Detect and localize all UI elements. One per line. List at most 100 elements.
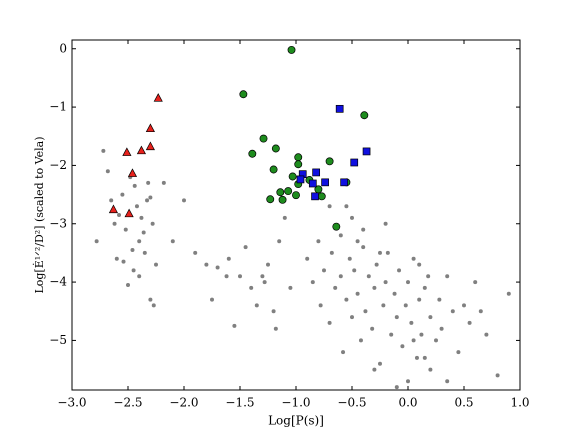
point — [141, 230, 146, 235]
point — [294, 153, 303, 162]
point — [347, 256, 352, 261]
x-tick-label: −1.0 — [281, 396, 310, 410]
point — [288, 285, 293, 290]
y-tick-label: −4 — [49, 275, 67, 289]
point — [123, 227, 128, 232]
point — [383, 280, 388, 285]
point — [296, 175, 305, 184]
point — [411, 338, 416, 343]
point — [378, 250, 382, 255]
point — [312, 168, 321, 177]
point — [400, 344, 405, 349]
point — [282, 215, 287, 220]
point — [344, 204, 349, 209]
point — [352, 268, 357, 273]
point — [316, 239, 321, 244]
y-axis-label: Log[Ė¹ᐟ²/D²] (scaled to Vela) — [32, 136, 46, 293]
y-tick-label: −3 — [49, 216, 67, 230]
point — [450, 309, 455, 314]
point — [262, 280, 267, 285]
point — [409, 320, 414, 325]
point — [484, 332, 489, 337]
point — [506, 291, 511, 296]
point — [204, 262, 209, 267]
point — [112, 221, 117, 226]
point — [238, 274, 242, 279]
point — [120, 192, 125, 197]
point — [411, 256, 416, 261]
point — [243, 245, 248, 250]
point — [145, 123, 155, 133]
point — [170, 239, 175, 244]
point — [130, 248, 135, 252]
point — [478, 309, 483, 314]
point — [276, 188, 285, 197]
point — [136, 145, 147, 155]
point — [355, 291, 360, 296]
point — [121, 259, 126, 264]
point — [294, 160, 303, 169]
point — [445, 274, 450, 279]
point — [428, 315, 433, 320]
point — [260, 274, 265, 279]
point — [127, 168, 138, 177]
point — [142, 250, 147, 255]
point — [146, 180, 151, 185]
point — [370, 326, 375, 331]
point — [467, 320, 472, 325]
point — [226, 256, 231, 261]
point — [292, 191, 300, 200]
point — [105, 169, 110, 174]
point — [426, 274, 431, 279]
point — [148, 297, 153, 302]
point — [153, 93, 163, 102]
point — [150, 221, 155, 226]
point — [114, 256, 119, 261]
point — [124, 208, 134, 218]
point — [215, 265, 220, 270]
axes-frame — [71, 39, 521, 391]
point — [350, 315, 354, 320]
point — [254, 303, 259, 308]
point — [273, 326, 278, 331]
point — [378, 361, 382, 366]
point — [109, 198, 114, 203]
point — [271, 309, 276, 314]
point — [288, 172, 297, 181]
point — [271, 144, 280, 153]
y-tick-label: 0 — [59, 41, 67, 55]
point — [139, 215, 144, 220]
point — [366, 274, 371, 279]
point — [278, 195, 287, 204]
point — [445, 379, 450, 384]
point — [134, 204, 139, 209]
point — [321, 178, 329, 187]
point — [428, 367, 433, 372]
point — [392, 291, 397, 296]
point — [374, 262, 379, 267]
point — [269, 165, 278, 174]
point — [419, 332, 424, 337]
point — [340, 178, 349, 187]
point — [145, 141, 155, 151]
point — [350, 215, 354, 220]
point — [325, 157, 334, 166]
point — [224, 274, 229, 279]
x-tick-label: 0.5 — [454, 396, 473, 410]
x-tick-label: −2.5 — [113, 396, 142, 410]
point — [327, 204, 332, 209]
point — [161, 180, 166, 185]
point — [341, 350, 346, 355]
point — [284, 187, 293, 196]
x-tick-label: −2.0 — [169, 396, 198, 410]
point — [249, 285, 254, 290]
point — [495, 373, 500, 378]
point — [372, 285, 377, 290]
point — [248, 149, 257, 158]
point — [308, 179, 317, 188]
point — [132, 183, 137, 188]
point — [122, 147, 132, 156]
x-tick-label: −0.5 — [337, 396, 366, 410]
point — [287, 45, 296, 54]
